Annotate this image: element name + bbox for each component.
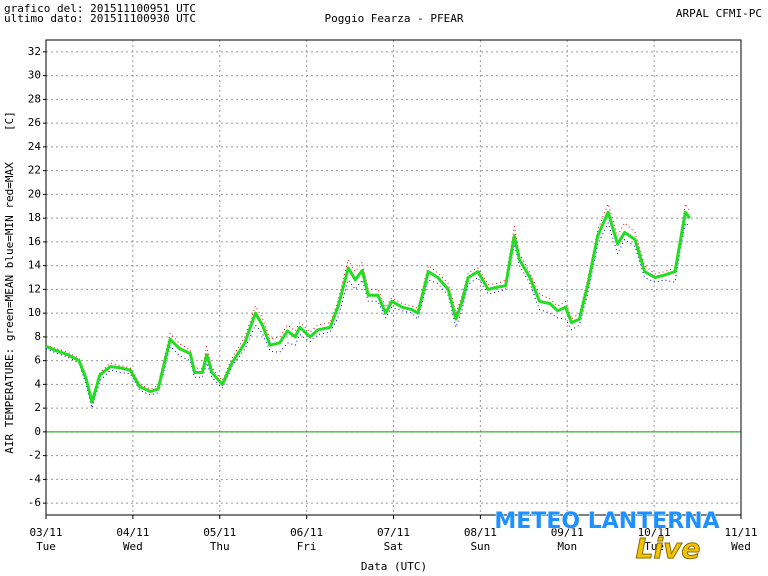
y-tick-label: -2 — [28, 449, 41, 462]
y-tick-label: 0 — [34, 425, 41, 438]
watermark: METEO LANTERNA — [494, 509, 719, 534]
x-tick-label: 04/11 — [116, 526, 149, 539]
chart-title: Poggio Fearza - PFEAR — [324, 12, 463, 25]
y-tick-label: -4 — [28, 472, 42, 485]
x-tick-label: 11/11 — [724, 526, 757, 539]
x-tick-label: 06/11 — [290, 526, 323, 539]
y-tick-label: 22 — [28, 164, 41, 177]
y-tick-label: 8 — [34, 330, 41, 343]
y-tick-label: -6 — [28, 496, 41, 509]
x-tick-weekday: Sun — [470, 540, 490, 553]
header-left: ultimo dato: 201511100930 UTC — [4, 12, 196, 25]
y-tick-label: 2 — [34, 401, 41, 414]
x-tick-weekday: Fri — [297, 540, 317, 553]
header-right: ARPAL CFMI-PC — [676, 7, 762, 20]
y-tick-label: 28 — [28, 92, 41, 105]
y-tick-label: 6 — [34, 354, 41, 367]
x-tick-label: 07/11 — [377, 526, 410, 539]
plot-frame — [45, 39, 742, 516]
y-tick-label: 14 — [28, 259, 42, 272]
x-tick-label: 09/11 — [551, 526, 584, 539]
x-tick-weekday: Mon — [557, 540, 577, 553]
x-tick-weekday: Thu — [210, 540, 230, 553]
x-axis-label: Data (UTC) — [361, 560, 427, 573]
x-tick-label: 05/11 — [203, 526, 236, 539]
unit-label: [C] — [3, 111, 16, 131]
y-tick-label: 24 — [28, 140, 42, 153]
y-tick-label: 26 — [28, 116, 41, 129]
x-tick-label: 03/11 — [29, 526, 62, 539]
watermark: Live — [636, 532, 701, 565]
series-line — [45, 222, 691, 409]
x-tick-weekday: Tue — [644, 540, 664, 553]
y-tick-label: 18 — [28, 211, 41, 224]
y-tick-label: 32 — [28, 45, 41, 58]
header-left: grafico del: 201511100951 UTC — [4, 2, 196, 15]
x-tick-weekday: Tue — [36, 540, 56, 553]
x-tick-label: 10/11 — [638, 526, 671, 539]
x-tick-weekday: Wed — [123, 540, 143, 553]
y-tick-label: 16 — [28, 235, 41, 248]
y-tick-label: 10 — [28, 306, 41, 319]
series-line — [45, 210, 691, 404]
y-axis-label: AIR TEMPERATURE: green=MEAN blue=MIN red… — [3, 162, 16, 454]
y-tick-label: 4 — [34, 377, 41, 390]
y-tick-label: 20 — [28, 187, 41, 200]
y-tick-label: 12 — [28, 282, 41, 295]
x-tick-weekday: Sat — [384, 540, 404, 553]
y-tick-label: 30 — [28, 69, 41, 82]
x-tick-weekday: Wed — [731, 540, 751, 553]
x-tick-label: 08/11 — [464, 526, 497, 539]
